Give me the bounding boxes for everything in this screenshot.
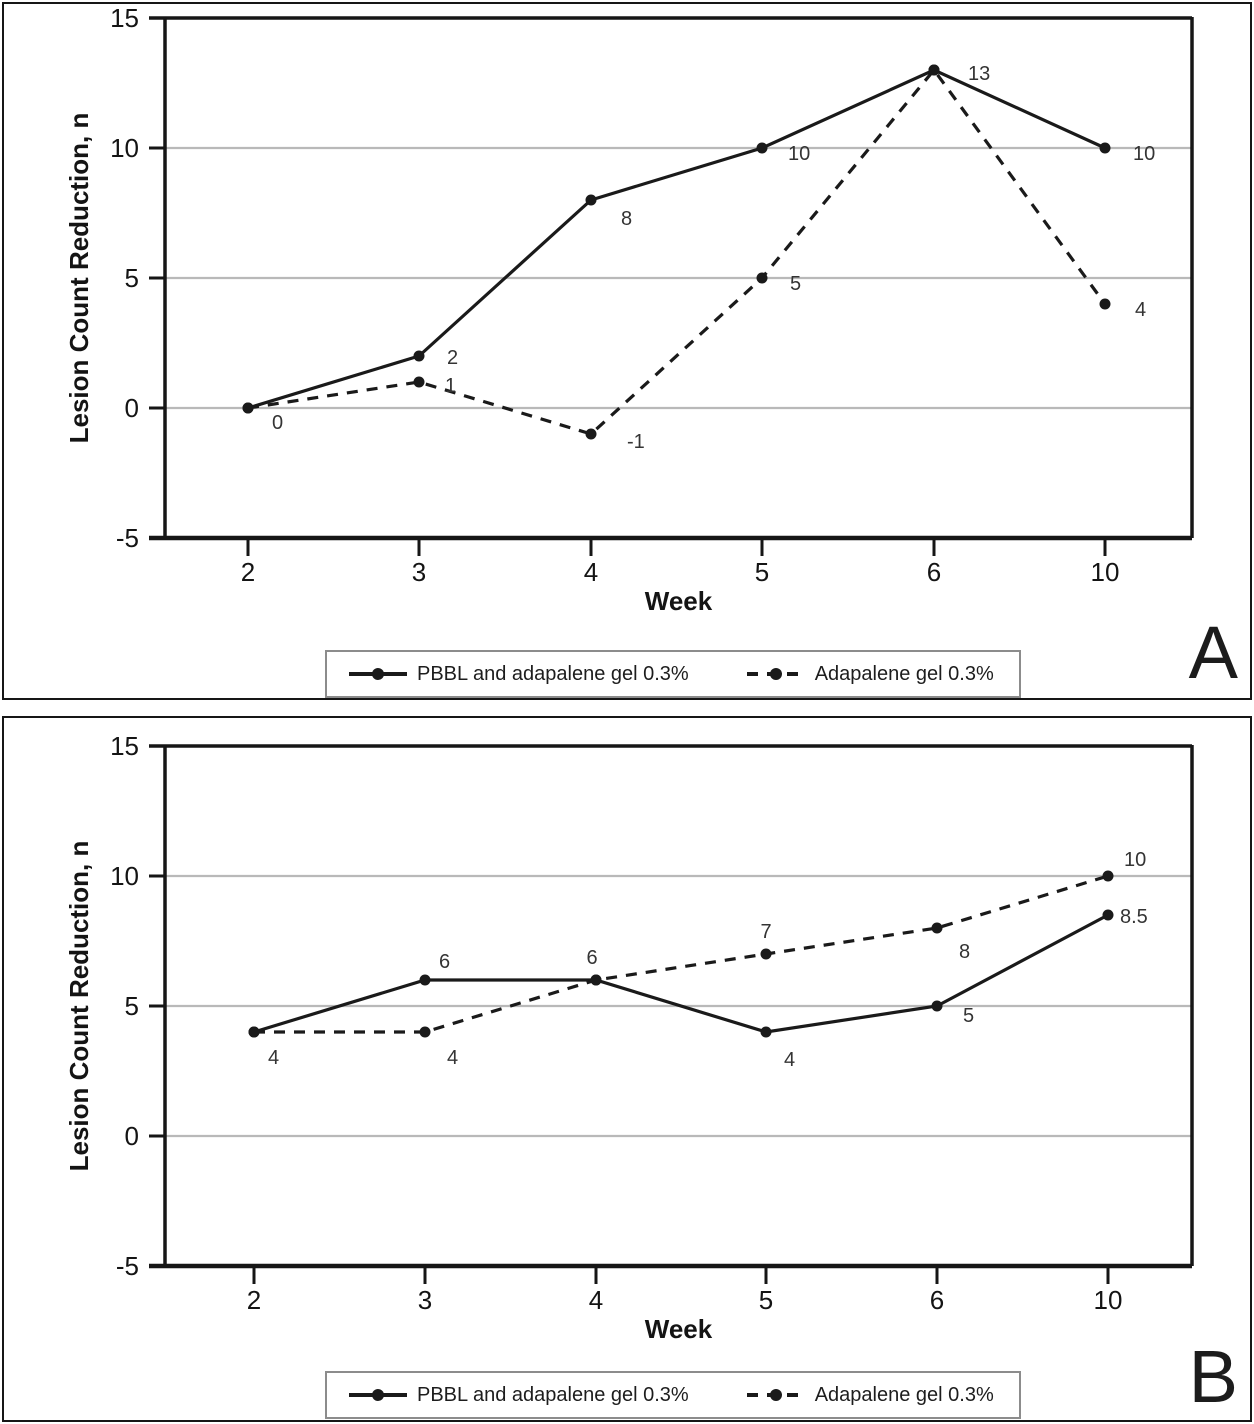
legend-item-pbbl: PBBL and adapalene gel 0.3%	[349, 1384, 689, 1407]
x-tick-label: 2	[247, 1285, 261, 1315]
x-tick-label: 3	[418, 1285, 432, 1315]
x-tick-label: 4	[589, 1285, 603, 1315]
x-tick-label: 10	[1091, 557, 1120, 587]
data-point	[413, 376, 425, 388]
point-label: 10	[788, 143, 810, 165]
data-point	[413, 350, 425, 362]
data-point	[931, 1000, 943, 1012]
point-label: 5	[963, 1005, 974, 1027]
point-label: 4	[1135, 299, 1146, 321]
line-chart-b: 15 10 5 0 -5 2 3 4 5 6 10 Week Lesion Count Reductio…	[64, 731, 1194, 1344]
legend-a: PBBL and adapalene gel 0.3% Adapalene ge…	[325, 650, 1021, 698]
point-label: 8.5	[1120, 906, 1148, 928]
y-axis-title: Lesion Count Reduction, n	[64, 113, 94, 444]
x-tick-label: 5	[755, 557, 769, 587]
legend-item-adapalene: Adapalene gel 0.3%	[746, 662, 994, 686]
legend-label: PBBL and adapalene gel 0.3%	[417, 1383, 689, 1406]
data-point	[419, 974, 431, 986]
x-tick-label: 3	[412, 557, 426, 587]
y-tick-label: 15	[110, 731, 139, 761]
y-tick-label: 15	[110, 4, 139, 33]
point-label: 4	[268, 1047, 279, 1069]
y-tick-label: 0	[125, 1121, 139, 1151]
data-point	[590, 974, 602, 986]
data-point	[1102, 870, 1114, 882]
data-point	[760, 948, 772, 960]
point-label: 10	[1133, 143, 1155, 165]
legend-item-adapalene: Adapalene gel 0.3%	[746, 1383, 994, 1407]
series-line-solid	[247, 68, 1106, 410]
point-label: 8	[959, 941, 970, 963]
data-point	[756, 142, 768, 154]
y-tick-label: -5	[116, 1251, 139, 1281]
x-tick-label: 4	[584, 557, 598, 587]
y-tick-label: -5	[116, 523, 139, 553]
legend-b: PBBL and adapalene gel 0.3% Adapalene ge…	[325, 1371, 1021, 1419]
panel-a: 15 10 5 0 -5 2 3 4 5 6 10 Week Lesion Count Reductio…	[2, 2, 1252, 700]
point-label: 10	[1124, 849, 1146, 871]
y-tick-label: 5	[125, 991, 139, 1021]
x-tick-label: 5	[759, 1285, 773, 1315]
marker-dot-icon	[769, 1389, 782, 1401]
point-label: 6	[439, 951, 450, 973]
point-label: 0	[272, 412, 283, 434]
panel-b: 15 10 5 0 -5 2 3 4 5 6 10 Week Lesion Count Reductio…	[2, 716, 1252, 1422]
panel-letter-a: A	[1188, 611, 1238, 694]
y-tick-label: 10	[110, 133, 139, 163]
marker-dot-icon	[372, 668, 384, 680]
x-tick-label: 2	[241, 557, 255, 587]
point-label: 8	[621, 208, 632, 230]
x-tick-label: 6	[927, 557, 941, 587]
y-tick-label: 0	[125, 393, 139, 423]
series-line-solid	[253, 913, 1109, 1034]
data-point	[585, 428, 597, 440]
point-label: 13	[968, 63, 990, 85]
data-point	[242, 402, 254, 414]
data-point	[419, 1026, 431, 1038]
legend-label: Adapalene gel 0.3%	[814, 662, 994, 685]
legend-label: PBBL and adapalene gel 0.3%	[417, 662, 689, 685]
series-line-dashed	[247, 67, 1107, 436]
data-point	[1099, 298, 1111, 310]
x-tick-label: 10	[1094, 1285, 1123, 1315]
point-label: 4	[447, 1047, 458, 1069]
data-point	[760, 1026, 772, 1038]
y-tick-label: 5	[125, 263, 139, 293]
solid-line-sample	[349, 1389, 407, 1401]
point-label: 6	[586, 947, 597, 969]
point-label: 4	[784, 1049, 795, 1071]
point-label: 5	[790, 273, 801, 295]
data-point	[1099, 142, 1111, 154]
legend-item-pbbl: PBBL and adapalene gel 0.3%	[349, 663, 689, 686]
data-point	[931, 922, 943, 934]
point-label: -1	[627, 431, 645, 453]
panel-letter-b: B	[1188, 1335, 1238, 1418]
point-label: 2	[447, 347, 458, 369]
dashed-line-sample	[746, 1389, 805, 1401]
data-point	[928, 64, 940, 76]
point-label: 1	[445, 375, 456, 397]
y-tick-label: 10	[110, 861, 139, 891]
data-point	[756, 272, 768, 284]
x-tick-label: 6	[930, 1285, 944, 1315]
x-axis-title: Week	[645, 1314, 713, 1344]
y-axis-title: Lesion Count Reduction, n	[64, 841, 94, 1172]
x-axis-title: Week	[645, 586, 713, 616]
marker-dot-icon	[769, 668, 782, 680]
point-label: 7	[760, 921, 771, 943]
marker-dot-icon	[372, 1389, 384, 1401]
legend-label: Adapalene gel 0.3%	[814, 1383, 994, 1406]
data-point	[248, 1026, 260, 1038]
data-point	[1102, 909, 1114, 921]
series-line-dashed	[254, 874, 1109, 1034]
dashed-line-sample	[746, 668, 805, 680]
data-point	[585, 194, 597, 206]
solid-line-sample	[349, 668, 407, 680]
